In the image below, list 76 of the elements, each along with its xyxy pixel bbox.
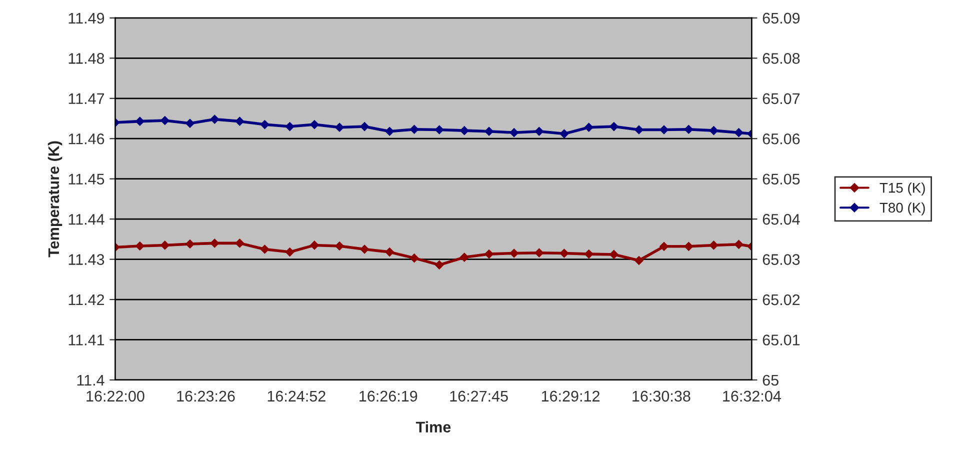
point	[210, 114, 220, 124]
y-axis-title: Temperature (K)	[48, 141, 62, 258]
point	[186, 240, 194, 248]
y-tick-label: 11.43	[68, 254, 104, 265]
x-tick-label: 16:27:45	[450, 390, 508, 402]
point	[260, 120, 270, 129]
point	[484, 126, 494, 136]
point	[660, 242, 668, 251]
legend-label: T80 (K)	[880, 202, 925, 216]
legend-label: T15 (K)	[880, 182, 925, 196]
point	[135, 116, 144, 126]
point	[609, 122, 618, 131]
point	[734, 128, 744, 138]
point	[410, 254, 419, 263]
point	[335, 122, 344, 132]
y2-tick-label: 65.04	[762, 214, 800, 225]
point	[160, 116, 170, 125]
x-axis-title: Time	[416, 421, 451, 433]
point	[609, 250, 618, 259]
point	[684, 242, 694, 251]
point	[335, 242, 344, 250]
x-tick-label: 16:32:04	[723, 390, 781, 402]
x-tick-label: 16:22:00	[86, 390, 144, 402]
point	[410, 124, 419, 134]
y-tick-label: 11.46	[68, 133, 104, 144]
point	[510, 128, 519, 138]
point	[460, 126, 469, 136]
y-tick-label: 11.45	[68, 174, 104, 185]
y2-tick-label: 65.03	[762, 254, 800, 265]
point	[534, 126, 544, 136]
point	[484, 250, 494, 259]
y2-tick-label: 65.05	[762, 174, 800, 185]
point	[310, 120, 319, 129]
y-tick-label: 11.41	[68, 334, 104, 346]
y2-tick-label: 65.07	[762, 93, 800, 104]
point	[186, 118, 194, 128]
point	[584, 250, 594, 259]
point	[634, 256, 644, 265]
point	[360, 244, 370, 254]
point	[660, 125, 668, 134]
x-tick-label: 16:26:19	[360, 390, 418, 402]
point	[709, 126, 718, 136]
point	[235, 116, 244, 126]
y-tick-label: 11.4	[77, 374, 104, 386]
x-tick-label: 16:29:12	[542, 390, 600, 402]
point	[460, 252, 469, 262]
y2-tick-label: 65.01	[762, 334, 800, 346]
point	[534, 248, 544, 258]
y2-tick-label: 65.09	[762, 12, 800, 24]
point	[584, 122, 594, 132]
y-tick-label: 11.44	[68, 214, 104, 225]
y-tick-label: 11.47	[68, 93, 104, 104]
point	[634, 125, 644, 134]
y2-tick-label: 65.08	[762, 53, 800, 64]
y-tick-label: 11.49	[68, 12, 104, 24]
y2-tick-label: 65.06	[762, 133, 800, 144]
y2-tick-label: 65	[762, 374, 778, 386]
point	[385, 126, 394, 136]
y-tick-label: 11.48	[68, 53, 104, 64]
point	[360, 122, 370, 131]
point	[734, 240, 744, 249]
point	[684, 124, 694, 134]
x-tick-label: 16:23:26	[177, 390, 235, 402]
point	[385, 248, 394, 256]
point	[560, 129, 569, 138]
point	[434, 260, 444, 270]
point	[235, 238, 244, 248]
x-tick-label: 16:24:52	[268, 390, 326, 402]
point	[285, 122, 294, 131]
y2-tick-label: 65.02	[762, 294, 800, 306]
point	[135, 242, 144, 250]
x-tick-label: 16:30:38	[632, 390, 690, 402]
point	[285, 248, 294, 256]
y-tick-label: 11.42	[68, 294, 104, 306]
point	[260, 244, 270, 254]
point	[310, 240, 319, 250]
